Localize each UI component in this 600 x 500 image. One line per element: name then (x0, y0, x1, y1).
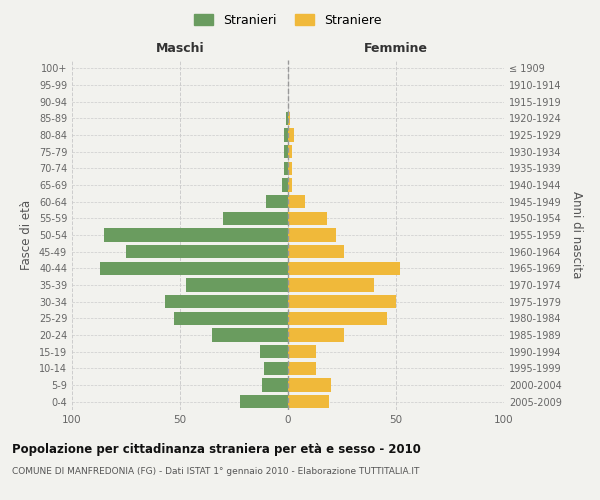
Bar (284, 162, 288, 175)
Bar (223, 212, 288, 225)
Bar (126, 245, 288, 258)
Bar (288, 278, 374, 291)
Text: Popolazione per cittadinanza straniera per età e sesso - 2010: Popolazione per cittadinanza straniera p… (12, 442, 421, 456)
Bar (288, 328, 344, 342)
Bar (288, 362, 316, 375)
Y-axis label: Anni di nascita: Anni di nascita (570, 192, 583, 278)
Text: Femmine: Femmine (364, 42, 428, 55)
Bar (266, 195, 288, 208)
Bar (288, 245, 344, 258)
Bar (241, 395, 288, 408)
Bar (288, 178, 292, 192)
Text: COMUNE DI MANFREDONIA (FG) - Dati ISTAT 1° gennaio 2010 - Elaborazione TUTTITALI: COMUNE DI MANFREDONIA (FG) - Dati ISTAT … (12, 468, 419, 476)
Text: Maschi: Maschi (155, 42, 205, 55)
Bar (288, 128, 295, 141)
Bar (288, 262, 400, 275)
Legend: Stranieri, Straniere: Stranieri, Straniere (190, 8, 386, 32)
Y-axis label: Fasce di età: Fasce di età (20, 200, 33, 270)
Bar (212, 328, 288, 342)
Bar (288, 345, 316, 358)
Bar (288, 162, 292, 175)
Bar (284, 145, 288, 158)
Bar (288, 395, 329, 408)
Bar (173, 312, 288, 325)
Bar (288, 295, 396, 308)
Bar (100, 262, 288, 275)
Bar (262, 378, 288, 392)
Bar (264, 362, 288, 375)
Bar (288, 145, 292, 158)
Bar (187, 278, 288, 291)
Bar (288, 228, 335, 241)
Bar (281, 178, 288, 192)
Bar (260, 345, 288, 358)
Bar (165, 295, 288, 308)
Bar (288, 212, 327, 225)
Bar (288, 112, 290, 125)
Bar (288, 195, 305, 208)
Bar (288, 312, 388, 325)
Bar (288, 378, 331, 392)
Bar (284, 128, 288, 141)
Bar (104, 228, 288, 241)
Bar (286, 112, 288, 125)
